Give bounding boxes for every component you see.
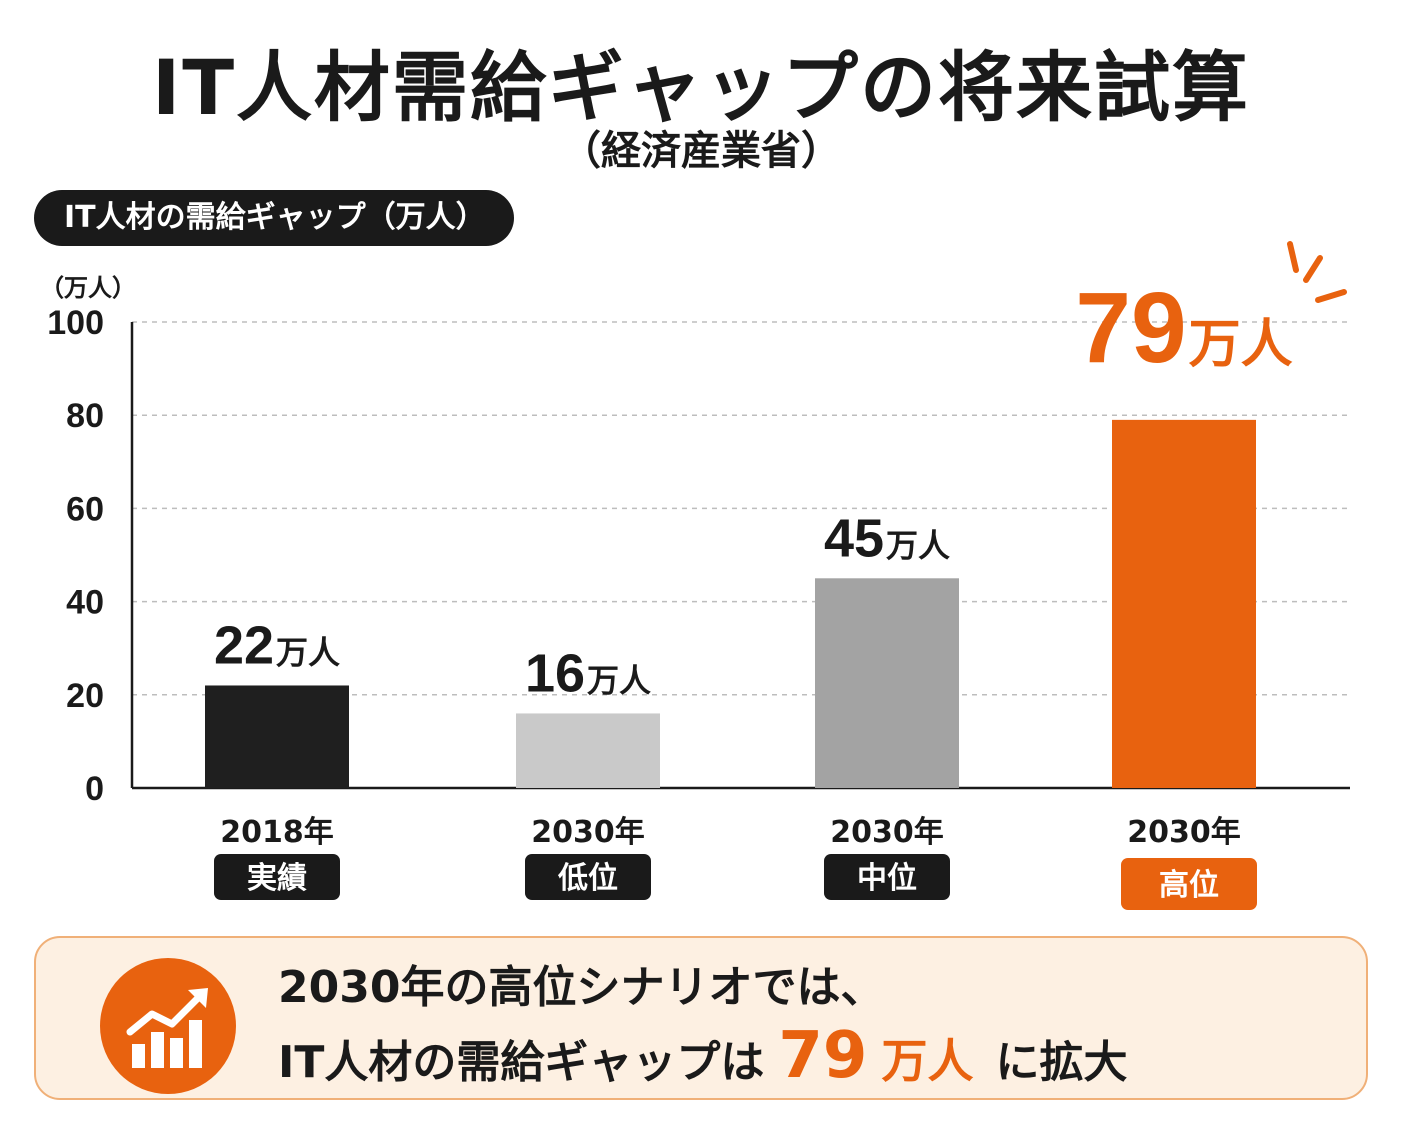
bar [815,578,959,788]
scenario-tag [1121,858,1257,910]
y-tick-label: 20 [66,677,104,715]
x-tick-label: 2030年 [830,815,944,850]
data-label: 79万人 [1075,272,1292,384]
scenario-tag-label: 低位 [557,861,618,896]
growth-chart-icon [100,958,236,1094]
callout-unit: 万人 [881,1034,974,1088]
x-tick-label: 2030年 [531,815,645,850]
callout-prefix: IT人材の需給ギャップは [278,1037,765,1088]
x-tick-label: 2030年 [1127,815,1241,850]
data-label: 45万人 [824,508,950,568]
y-tick-label: 0 [85,770,104,808]
callout-suffix: に拡大 [995,1037,1128,1088]
chart-label-pill: IT人材の需給ギャップ（万人） [34,190,514,246]
callout-line-2: IT人材の需給ギャップは 79 万人 に拡大 [278,1024,1127,1095]
data-label: 16万人 [525,643,651,703]
callout-value: 79 [778,1019,868,1093]
emphasis-burst-line [1303,255,1323,283]
y-tick-label: 60 [66,490,104,528]
page-subtitle: （経済産業省） [561,128,841,174]
y-tick-label: 80 [66,397,104,435]
scenario-tag [525,854,651,900]
scenario-tag-label: 実績 [247,861,307,896]
scenario-tag-label: 中位 [857,861,917,896]
bar [1112,419,1256,788]
data-label: 22万人 [214,615,340,675]
scenario-tag [824,854,950,900]
y-axis-unit-label: （万人） [40,274,136,302]
emphasis-burst-line [1287,241,1299,273]
y-tick-label: 40 [66,584,104,622]
y-tick-label: 100 [47,304,104,342]
scenario-tag-label: 高位 [1159,868,1219,903]
page-title: IT人材需給ギャップの将来試算 [151,43,1251,132]
bar [205,685,349,788]
scenario-tag [214,854,340,900]
emphasis-burst-line [1315,289,1347,303]
x-tick-label: 2018年 [220,815,334,850]
bar [516,713,660,788]
callout-line-1: 2030年の高位シナリオでは、 [278,962,885,1013]
summary-callout [34,936,1368,1100]
